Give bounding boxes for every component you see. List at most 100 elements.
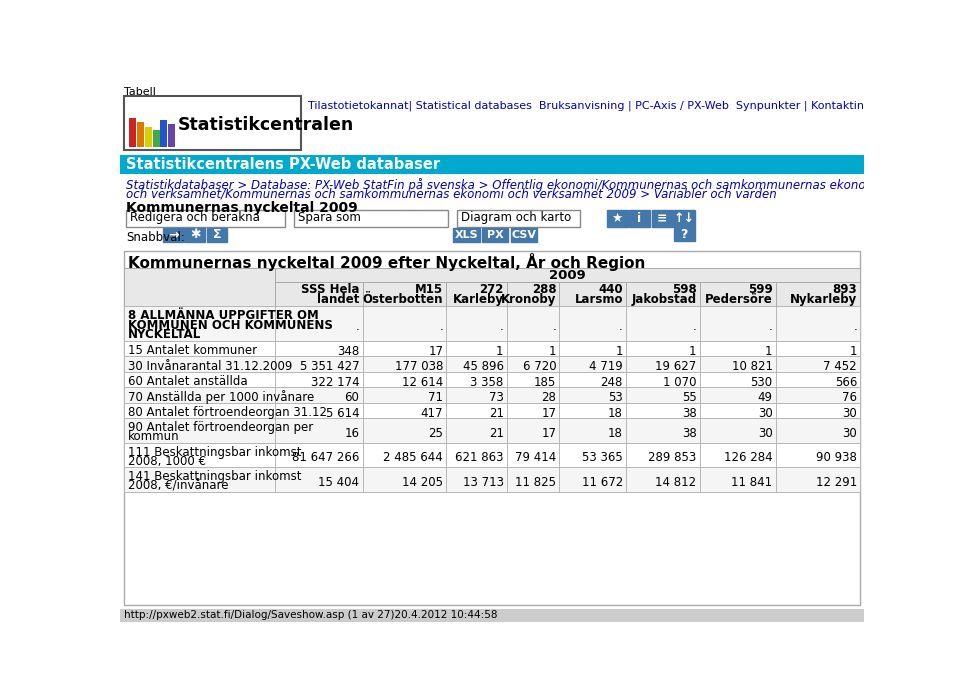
Text: 11 825: 11 825 — [516, 476, 557, 489]
Text: ≡: ≡ — [657, 212, 667, 225]
Text: 49: 49 — [757, 391, 773, 404]
Text: 598: 598 — [672, 283, 697, 296]
Text: 6 720: 6 720 — [522, 360, 557, 373]
Text: 12 614: 12 614 — [402, 375, 444, 389]
Text: 79 414: 79 414 — [516, 451, 557, 464]
Text: och verksamhet/Kommunernas och samkommunernas ekonomi och verksamhet 2009 > Vari: och verksamhet/Kommunernas och samkommun… — [126, 188, 777, 201]
Bar — [275, 418, 363, 442]
Bar — [507, 282, 560, 306]
Bar — [124, 306, 275, 341]
Bar — [363, 403, 446, 418]
Text: Tilastotietokannat| Statistical databases  Bruksanvisning | PC-Axis / PX-Web  Sy: Tilastotietokannat| Statistical database… — [307, 101, 918, 111]
Bar — [145, 127, 152, 147]
Text: Tabell: Tabell — [124, 87, 156, 97]
Bar — [124, 442, 275, 468]
Text: .: . — [693, 319, 697, 333]
Bar — [275, 356, 363, 372]
Text: 11 841: 11 841 — [732, 476, 773, 489]
Bar — [626, 403, 700, 418]
Text: Pedersöre: Pedersöre — [705, 293, 773, 305]
Bar — [124, 468, 275, 492]
Bar — [507, 306, 560, 341]
Bar — [275, 268, 860, 282]
Bar — [626, 341, 700, 356]
Bar — [446, 403, 507, 418]
Text: 417: 417 — [420, 407, 444, 419]
Bar — [137, 122, 144, 147]
Bar — [124, 341, 860, 356]
Text: landet: landet — [317, 293, 359, 305]
Bar — [507, 356, 560, 372]
Text: 30: 30 — [757, 426, 773, 440]
Text: Kronoby: Kronoby — [501, 293, 557, 305]
Text: Statistikcentralens PX-Web databaser: Statistikcentralens PX-Web databaser — [126, 157, 441, 172]
Bar — [507, 341, 560, 356]
Text: 530: 530 — [751, 375, 773, 389]
Text: KOMMUNEN OCH KOMMUNENS: KOMMUNEN OCH KOMMUNENS — [128, 319, 332, 332]
Bar — [124, 372, 860, 387]
Bar — [560, 306, 626, 341]
Bar — [120, 609, 864, 622]
Bar — [560, 387, 626, 403]
Text: 60 Antalet anställda: 60 Antalet anställda — [128, 375, 248, 388]
Text: Österbotten: Österbotten — [363, 293, 444, 305]
Text: 18: 18 — [608, 407, 623, 419]
Text: 18: 18 — [608, 426, 623, 440]
Text: 21: 21 — [489, 426, 504, 440]
Text: 38: 38 — [682, 407, 697, 419]
Text: kommun: kommun — [128, 431, 180, 443]
Bar — [453, 228, 480, 242]
Bar — [700, 403, 776, 418]
Bar — [560, 403, 626, 418]
Text: http://pxweb2.stat.fi/Dialog/Saveshow.asp (1 av 27)20.4.2012 10:44:58: http://pxweb2.stat.fi/Dialog/Saveshow.as… — [124, 610, 497, 620]
Text: Kommunernas nyckeltal 2009: Kommunernas nyckeltal 2009 — [126, 201, 358, 215]
Bar — [507, 418, 560, 442]
Text: 272: 272 — [479, 283, 504, 296]
Text: 440: 440 — [598, 283, 623, 296]
Text: SSS Hela: SSS Hela — [301, 283, 359, 296]
Text: Redigera och beräkna: Redigera och beräkna — [130, 211, 260, 224]
Bar — [607, 210, 628, 227]
Text: 14 812: 14 812 — [656, 476, 697, 489]
Text: 621 863: 621 863 — [455, 451, 504, 464]
Bar — [275, 403, 363, 418]
Bar — [124, 418, 275, 442]
Text: 322 174: 322 174 — [311, 375, 359, 389]
Bar — [275, 442, 363, 468]
Bar — [776, 418, 860, 442]
Bar — [626, 418, 700, 442]
Text: 1: 1 — [689, 345, 697, 358]
Text: 55: 55 — [682, 391, 697, 404]
Bar — [153, 130, 159, 147]
Text: 17: 17 — [428, 345, 444, 358]
Bar — [652, 210, 673, 227]
Bar — [120, 155, 864, 174]
Bar — [363, 418, 446, 442]
Text: 19 627: 19 627 — [656, 360, 697, 373]
Bar — [124, 96, 300, 150]
Bar — [124, 387, 275, 403]
Text: 90 938: 90 938 — [816, 451, 857, 464]
Text: →: → — [168, 229, 179, 241]
Text: Karleby: Karleby — [452, 293, 504, 305]
Text: .: . — [619, 319, 623, 333]
Bar — [363, 306, 446, 341]
Bar — [507, 442, 560, 468]
Text: Statistikcentralen: Statistikcentralen — [179, 116, 354, 134]
Text: ★: ★ — [612, 212, 622, 225]
Text: 5 614: 5 614 — [325, 407, 359, 419]
Bar — [700, 341, 776, 356]
Text: 16: 16 — [345, 426, 359, 440]
Bar — [124, 356, 860, 372]
Text: 141 Beskattningsbar inkomst: 141 Beskattningsbar inkomst — [128, 470, 301, 484]
Text: 30 Invånarantal 31.12.2009: 30 Invånarantal 31.12.2009 — [128, 359, 292, 373]
Bar — [511, 228, 537, 242]
Bar — [124, 442, 860, 468]
Bar — [776, 341, 860, 356]
Text: 14 205: 14 205 — [402, 476, 444, 489]
Text: .: . — [853, 319, 857, 333]
Bar — [126, 210, 285, 227]
Bar — [700, 418, 776, 442]
Text: 2008, €/invånare: 2008, €/invånare — [128, 480, 228, 493]
Bar — [560, 372, 626, 387]
